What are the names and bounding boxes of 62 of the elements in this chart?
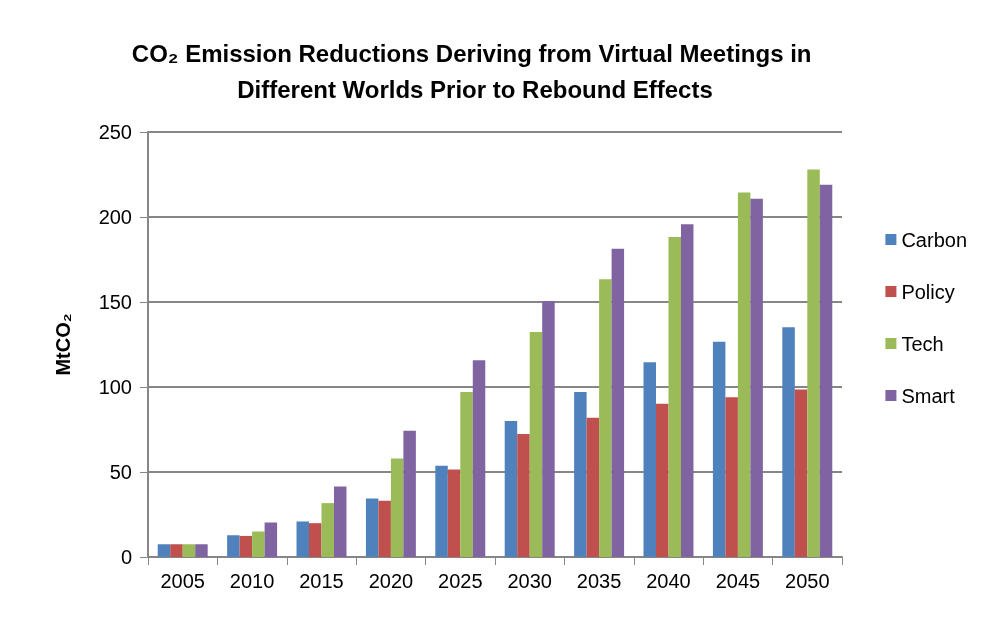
x-tick-label: 2030 (507, 570, 552, 592)
bar (182, 544, 196, 557)
bar (227, 535, 240, 557)
bar (195, 544, 208, 557)
bar (668, 237, 681, 557)
bar (807, 169, 820, 557)
bar (782, 327, 795, 557)
bar (643, 362, 657, 557)
x-tick-label: 2005 (160, 570, 205, 592)
bar (599, 279, 612, 557)
bar (680, 224, 694, 557)
bar (725, 397, 738, 557)
x-tick-label: 2045 (715, 570, 761, 592)
x-tick-label: 2015 (299, 570, 344, 592)
bar (170, 544, 183, 557)
x-tick-label: 2040 (646, 570, 691, 592)
bar (611, 248, 625, 557)
bar (390, 458, 404, 557)
x-tick-label: 2020 (368, 570, 414, 592)
bar (586, 417, 600, 557)
y-tick-label: 250 (98, 121, 132, 143)
bar (252, 531, 265, 557)
y-tick-label: 50 (109, 461, 132, 483)
bar (264, 522, 278, 557)
y-tick-label: 0 (120, 546, 132, 568)
bar (504, 421, 518, 557)
bar (460, 392, 473, 557)
bar (472, 360, 486, 557)
bar (296, 521, 310, 557)
bar (750, 198, 763, 557)
bar (309, 523, 322, 557)
legend-label: Policy (901, 280, 955, 303)
y-tick-label: 200 (98, 206, 132, 228)
legend-label: Carbon (901, 228, 968, 251)
bar (239, 535, 253, 557)
bar (529, 332, 543, 557)
x-tick-label: 2035 (576, 570, 622, 592)
x-tick-label: 2025 (438, 570, 483, 592)
y-axis-title: MtCO₂ (52, 313, 74, 376)
bar (819, 184, 833, 557)
x-tick-label: 2050 (785, 570, 830, 592)
bar (574, 392, 587, 557)
bar (656, 403, 669, 557)
bar (378, 500, 391, 557)
bar (542, 300, 555, 557)
legend-label: Smart (901, 384, 956, 407)
bar (321, 503, 334, 557)
bar (403, 430, 416, 557)
bar (712, 341, 726, 557)
y-tick-label: 100 (98, 376, 132, 398)
bar (447, 469, 461, 557)
x-tick-label: 2010 (229, 570, 275, 592)
y-tick-label: 150 (98, 291, 132, 313)
bar (333, 486, 347, 557)
bar (794, 389, 808, 557)
bar (517, 433, 530, 557)
bar (157, 544, 171, 557)
chart-title: CO₂ Emission Reductions Deriving from Virtual Meetings in Different Worlds Prior to Rebound Effects (131, 39, 819, 103)
bar (435, 465, 448, 557)
bar (365, 498, 379, 557)
bar (737, 192, 751, 557)
legend-label: Tech (901, 332, 944, 355)
